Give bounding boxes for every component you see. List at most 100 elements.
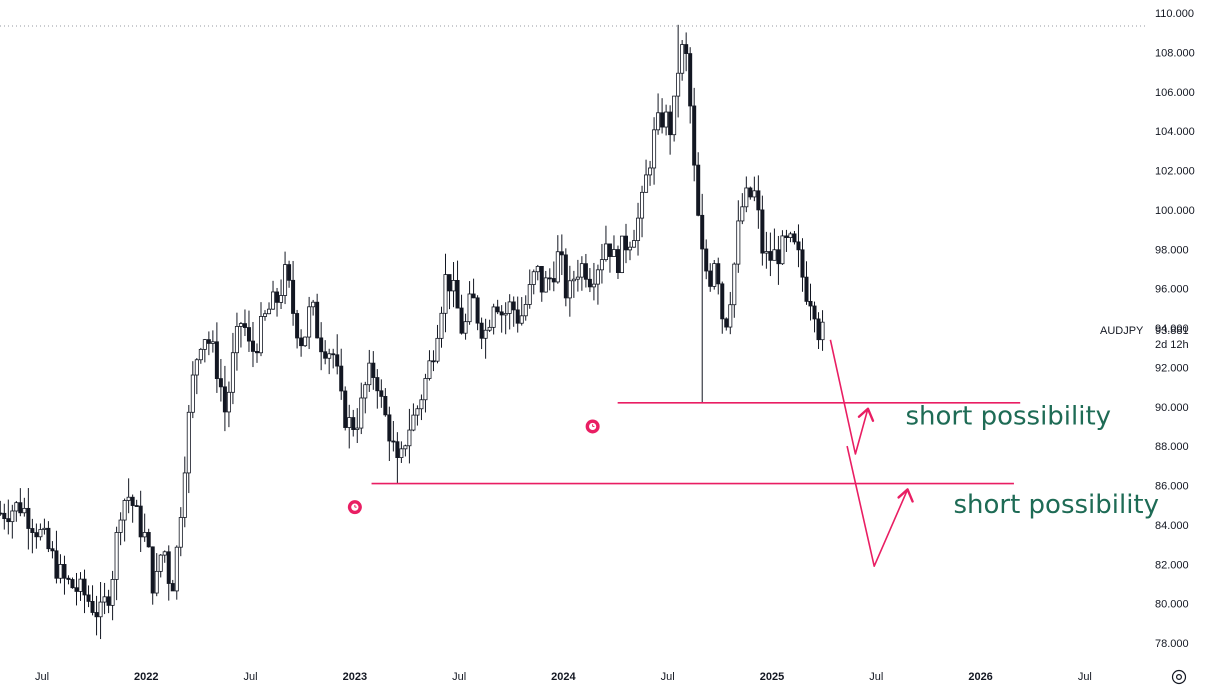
candle [511, 296, 516, 327]
candle-body [371, 362, 376, 378]
candle [275, 287, 280, 317]
candle [82, 569, 87, 614]
candle [367, 349, 372, 392]
candle [254, 343, 259, 363]
y-tick-label: 110.000 [1155, 8, 1194, 20]
candle [724, 317, 729, 331]
candle [106, 589, 111, 614]
candle-body [732, 263, 737, 306]
alarm-markers-group[interactable] [347, 419, 600, 515]
candle [575, 259, 580, 292]
candle-body [515, 309, 520, 324]
candle [419, 394, 424, 421]
candle [315, 293, 320, 339]
candle [363, 381, 368, 414]
candle [74, 572, 79, 606]
candle [46, 521, 51, 553]
y-tick-label: 78.000 [1155, 638, 1189, 650]
candle-body [275, 291, 280, 303]
candle [174, 545, 179, 600]
candle [800, 238, 805, 292]
candle-body [455, 280, 460, 309]
candle-body [238, 323, 243, 327]
candle [58, 554, 63, 584]
candle [467, 281, 472, 325]
candle [551, 261, 556, 292]
candle-body [323, 351, 328, 359]
candle-body [820, 321, 825, 341]
candle [439, 306, 444, 348]
candle-body [756, 190, 761, 211]
x-axis[interactable]: Jul 2022 Jul 2023 Jul 2024 Jul 2025 Jul 2026 Jul [35, 671, 1092, 683]
gear-icon[interactable] [1170, 668, 1188, 686]
candle-body [628, 246, 633, 251]
y-axis[interactable]: 110.000 108.000 106.000 104.000 102.000 100.0… [1155, 8, 1195, 650]
projection-paths-group[interactable] [829, 339, 914, 567]
candle [50, 541, 55, 559]
candle [704, 239, 709, 280]
candle-body [110, 579, 115, 606]
candle-body [491, 306, 496, 328]
candle [567, 265, 572, 317]
candle [271, 280, 276, 310]
candle [291, 260, 296, 326]
levels-group[interactable] [371, 402, 1021, 485]
candle [776, 235, 781, 285]
candle [234, 312, 239, 371]
candle [632, 229, 637, 248]
candle [347, 404, 352, 449]
candle-body [411, 414, 416, 431]
candle-body [619, 235, 624, 274]
candle-body [632, 240, 637, 248]
candle [267, 302, 272, 315]
candle-body [748, 187, 753, 198]
candle [411, 403, 416, 432]
candle-body [571, 278, 576, 282]
candle [820, 310, 825, 351]
candle [607, 243, 612, 273]
candle-body [210, 341, 215, 344]
candle-body [291, 279, 296, 314]
candle [535, 264, 540, 281]
candle-body [303, 336, 308, 347]
candle [114, 526, 119, 601]
candle-body [399, 448, 404, 458]
candle [146, 528, 151, 548]
candle-body [788, 233, 793, 238]
candle-body [331, 353, 336, 356]
last-price-label: 93.881 [1155, 325, 1189, 337]
candle-body [808, 300, 813, 307]
candle-body [535, 265, 540, 273]
candle [559, 234, 564, 276]
candle [287, 260, 292, 288]
y-tick-label: 90.000 [1155, 402, 1189, 414]
candle [126, 478, 131, 514]
candle-body [668, 111, 673, 136]
candle-body [50, 548, 55, 552]
candle [648, 160, 653, 186]
candle [190, 361, 195, 419]
candle [712, 260, 717, 290]
candle [531, 269, 536, 295]
candle-body [62, 564, 67, 579]
candle-body [575, 276, 580, 280]
annotations-group[interactable]: short possibility short possibility [905, 401, 1159, 520]
candle-body [692, 105, 697, 166]
candle-body [58, 564, 63, 579]
chart-settings-icon[interactable] [1170, 668, 1188, 686]
candle-body [664, 111, 669, 128]
candle [812, 301, 817, 333]
candle-body [234, 326, 239, 354]
candle [242, 309, 247, 337]
x-tick-label: Jul [244, 671, 258, 683]
candle-body [451, 280, 456, 292]
candle [804, 261, 809, 305]
candle-body [427, 360, 432, 379]
candle-body [90, 600, 95, 613]
candle-body [672, 95, 677, 136]
candle [507, 294, 512, 330]
candle [716, 257, 721, 295]
candle [210, 330, 215, 353]
